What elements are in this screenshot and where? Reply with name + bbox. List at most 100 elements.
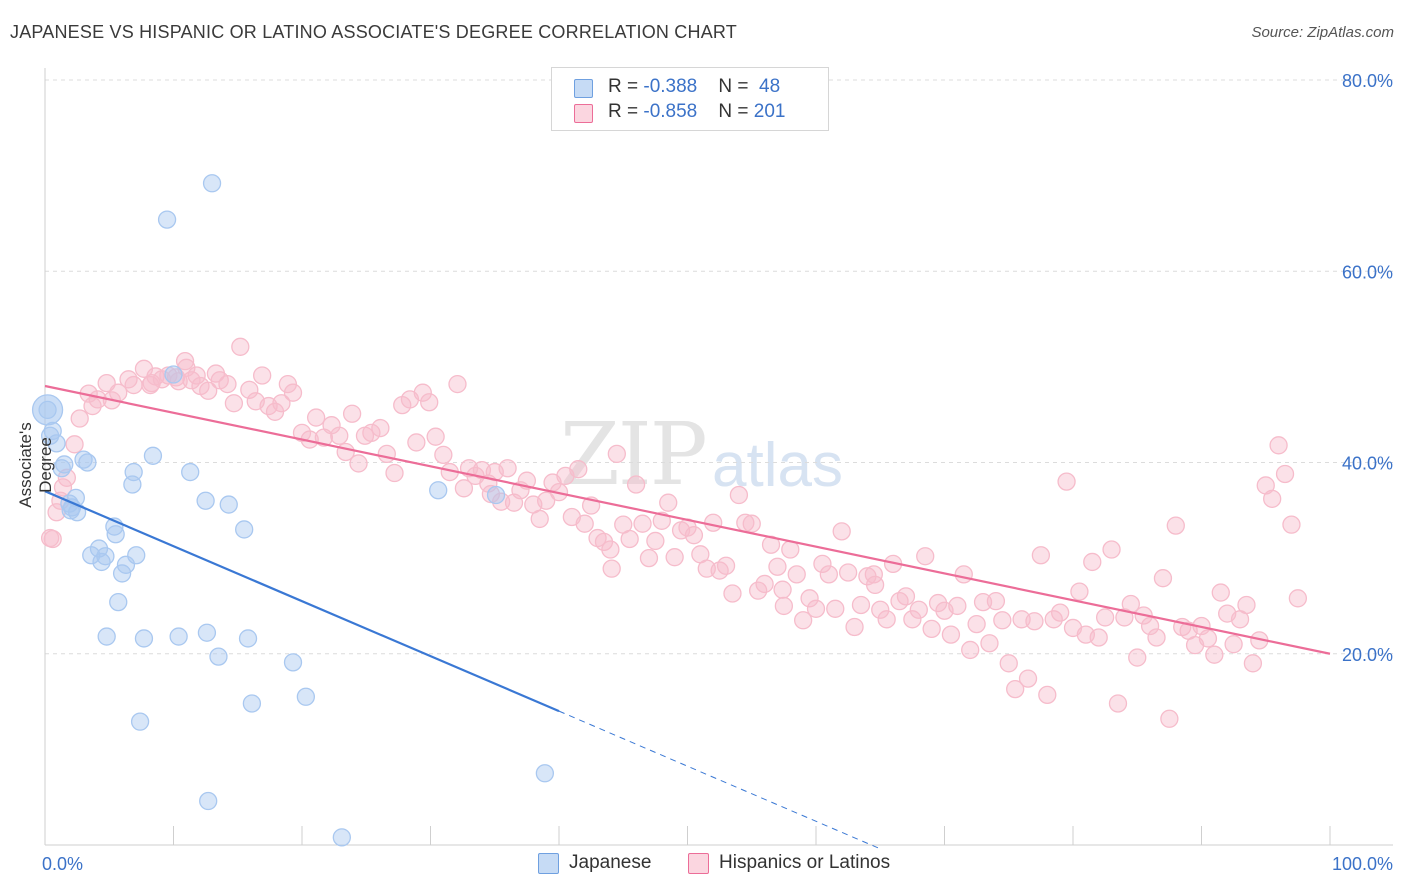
hispanic-point (633, 514, 652, 533)
x-tick-label: 100.0% (1332, 854, 1393, 874)
japanese-point (332, 828, 351, 847)
hispanic-point (941, 625, 961, 644)
hispanic-point (877, 610, 896, 629)
hispanic-point (330, 426, 349, 445)
hispanic-point (954, 565, 973, 584)
japanese-point (112, 564, 132, 583)
hispanic-point (1282, 515, 1301, 534)
hispanic-point (620, 529, 639, 549)
n-value-hispanic: 201 (753, 101, 786, 122)
japanese-point (96, 547, 115, 566)
hispanic-point (749, 581, 768, 600)
legend-swatch-japanese (574, 79, 593, 98)
japanese-point (181, 462, 200, 482)
hispanic-point (787, 565, 806, 584)
hispanic-point (426, 427, 445, 446)
hispanic-point (1031, 546, 1051, 565)
y-tick-label: 80.0% (1342, 71, 1393, 91)
hispanic-point (773, 580, 792, 599)
hispanic-point (1070, 582, 1089, 601)
hispanic-point (704, 513, 723, 532)
hispanic-point (1057, 472, 1076, 491)
japanese-point (169, 627, 188, 646)
hispanic-trend-line (44, 384, 1331, 655)
hispanic-point (1128, 648, 1147, 667)
hispanic-point (1108, 694, 1128, 713)
hispanic-point (948, 596, 967, 616)
hispanic-point (1269, 436, 1288, 455)
hispanic-point (342, 404, 362, 423)
hispanic-point (413, 383, 432, 402)
hispanic-point (993, 611, 1012, 630)
hispanic-point (569, 460, 588, 479)
japanese-point (235, 520, 254, 539)
hispanic-point (819, 565, 838, 584)
hispanic-point (999, 654, 1018, 673)
japanese-point (199, 791, 218, 811)
japanese-point (197, 623, 217, 642)
hispanic-point (1275, 464, 1295, 484)
hispanic-point (530, 509, 549, 529)
hispanic-point (961, 640, 980, 660)
hispanic-point (43, 529, 62, 549)
bottom-label-hispanic: Hispanics or Latinos (719, 852, 891, 873)
hispanic-point (349, 454, 368, 473)
hispanic-point (768, 557, 787, 576)
japanese-point (106, 525, 125, 544)
japanese-point (124, 462, 143, 482)
hispanic-point (602, 559, 621, 578)
hispanic-point (723, 584, 742, 603)
japanese-point (74, 450, 93, 469)
hispanic-point (800, 589, 819, 608)
japanese-point (130, 712, 150, 731)
hispanic-point (124, 375, 143, 395)
hispanic-point (774, 596, 794, 616)
hispanic-point (385, 463, 404, 483)
japanese-point (143, 446, 163, 465)
japanese-point (296, 687, 316, 706)
hispanic-point (1038, 685, 1057, 705)
hispanic-point (57, 468, 76, 487)
r-value-japanese: -0.388 (643, 76, 698, 97)
japanese-point (535, 764, 555, 783)
hispanic-point (537, 491, 556, 510)
hispanic-point (652, 511, 671, 530)
hispanic-point (448, 374, 467, 394)
y-tick-label: 60.0% (1342, 262, 1393, 282)
hispanic-point (607, 444, 626, 464)
hispanic-point (806, 599, 826, 618)
watermark-zip: ZIP (560, 405, 708, 505)
hispanic-point (865, 575, 885, 595)
hispanic-point (70, 409, 89, 428)
bottom-swatch-japanese (538, 853, 559, 874)
japanese-trend-extension (558, 710, 881, 850)
hispanic-point (1025, 612, 1044, 631)
hispanic-point (1211, 583, 1230, 602)
chart-title: JAPANESE VS HISPANIC OR LATINO ASSOCIATE… (10, 22, 737, 42)
hispanic-point (973, 592, 993, 612)
japanese-point (486, 485, 506, 505)
hispanic-point (371, 418, 390, 438)
legend-swatch-hispanic (574, 104, 593, 123)
hispanic-point (175, 351, 195, 371)
n-label-japanese: N = (718, 76, 754, 97)
hispanic-point (142, 373, 161, 393)
hispanic-point (1153, 569, 1173, 588)
bottom-swatch-hispanic (688, 853, 709, 874)
n-label-hispanic: N = (718, 101, 754, 122)
hispanic-point (224, 394, 244, 413)
hispanic-point (1089, 628, 1108, 647)
japanese-point (157, 210, 177, 229)
hispanic-point (755, 574, 774, 594)
r-label-japanese: R = (608, 76, 644, 97)
hispanic-point (986, 592, 1006, 611)
y-tick-label: 40.0% (1342, 454, 1393, 474)
hispanic-point (626, 475, 646, 494)
hispanic-point (922, 619, 941, 639)
japanese-point (283, 653, 303, 672)
hispanic-point (845, 617, 864, 637)
hispanic-point (434, 445, 453, 465)
hispanic-point (278, 374, 298, 394)
japanese-point (202, 174, 222, 193)
